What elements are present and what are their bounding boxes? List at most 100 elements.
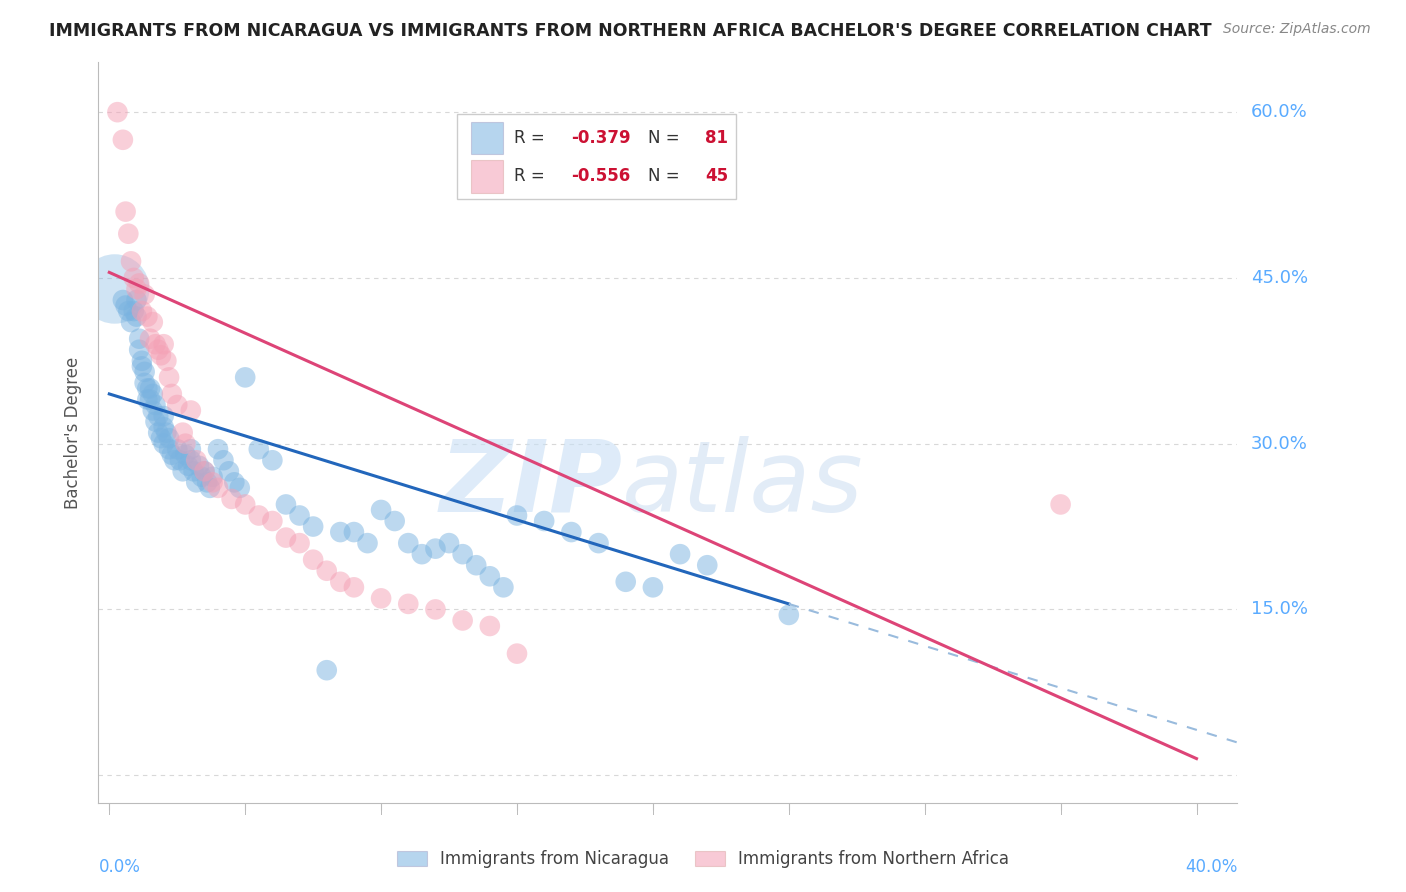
Point	[614, 574, 637, 589]
Point	[180, 442, 202, 457]
Point	[122, 304, 145, 318]
Point	[125, 293, 148, 307]
Legend: Immigrants from Nicaragua, Immigrants from Northern Africa: Immigrants from Nicaragua, Immigrants fr…	[391, 844, 1015, 875]
Point	[315, 564, 337, 578]
Text: -0.379: -0.379	[571, 129, 631, 147]
Point	[145, 337, 167, 351]
Point	[157, 370, 180, 384]
Point	[506, 508, 529, 523]
Text: 15.0%: 15.0%	[1251, 600, 1308, 618]
Point	[134, 365, 156, 379]
Point	[425, 541, 447, 556]
Point	[370, 503, 392, 517]
Point	[506, 647, 529, 661]
Point	[149, 348, 172, 362]
Point	[148, 343, 170, 357]
Point	[478, 619, 501, 633]
Point	[262, 514, 284, 528]
Point	[180, 403, 202, 417]
Point	[288, 508, 311, 523]
Point	[169, 453, 191, 467]
Point	[107, 105, 129, 120]
Point	[329, 524, 352, 539]
Point	[343, 580, 366, 594]
Point	[139, 381, 162, 395]
Text: 60.0%: 60.0%	[1251, 103, 1308, 121]
Point	[778, 607, 800, 622]
Text: ZIP: ZIP	[439, 436, 623, 533]
Point	[465, 558, 488, 573]
Point	[104, 282, 127, 296]
Point	[117, 227, 139, 241]
Bar	[471, 122, 503, 154]
Point	[201, 470, 224, 484]
Point	[145, 398, 167, 412]
Point	[315, 663, 337, 677]
Point	[166, 442, 188, 457]
Point	[193, 464, 215, 478]
Point	[177, 458, 200, 473]
Text: R =: R =	[515, 168, 550, 186]
Point	[247, 442, 270, 457]
Text: 40.0%: 40.0%	[1185, 858, 1237, 876]
Point	[136, 310, 159, 324]
Point	[437, 536, 460, 550]
FancyBboxPatch shape	[457, 114, 737, 200]
Point	[157, 442, 180, 457]
Point	[166, 398, 188, 412]
Point	[207, 481, 229, 495]
Point	[302, 552, 325, 566]
Point	[588, 536, 610, 550]
Point	[288, 536, 311, 550]
Point	[117, 304, 139, 318]
Text: Source: ZipAtlas.com: Source: ZipAtlas.com	[1223, 22, 1371, 37]
Point	[148, 425, 170, 440]
Point	[247, 508, 270, 523]
Point	[207, 442, 229, 457]
Text: 30.0%: 30.0%	[1251, 434, 1308, 452]
Point	[186, 475, 208, 490]
Point	[128, 343, 150, 357]
Point	[533, 514, 555, 528]
Point	[152, 409, 174, 423]
Point	[139, 392, 162, 407]
Point	[134, 376, 156, 390]
Text: N =: N =	[648, 129, 685, 147]
Point	[696, 558, 718, 573]
Point	[148, 409, 170, 423]
Point	[356, 536, 378, 550]
Point	[174, 436, 197, 450]
Text: 45: 45	[706, 168, 728, 186]
Point	[120, 254, 142, 268]
Point	[120, 315, 142, 329]
Point	[218, 464, 240, 478]
Point	[641, 580, 664, 594]
Point	[370, 591, 392, 606]
Point	[396, 536, 419, 550]
Point	[411, 547, 433, 561]
Point	[111, 293, 134, 307]
Point	[145, 415, 167, 429]
Point	[262, 453, 284, 467]
Point	[451, 614, 474, 628]
Point	[425, 602, 447, 616]
Point	[155, 425, 177, 440]
Point	[233, 498, 256, 512]
Point	[152, 436, 174, 450]
Point	[302, 519, 325, 533]
Point	[174, 448, 197, 462]
Point	[131, 359, 153, 374]
Point	[136, 392, 159, 407]
Point	[195, 475, 218, 490]
Point	[149, 431, 172, 445]
Point	[274, 498, 297, 512]
Point	[122, 271, 145, 285]
Point	[128, 332, 150, 346]
Point	[669, 547, 692, 561]
Point	[136, 381, 159, 395]
Point	[142, 403, 165, 417]
Point	[152, 337, 174, 351]
Text: -0.556: -0.556	[571, 168, 630, 186]
Text: IMMIGRANTS FROM NICARAGUA VS IMMIGRANTS FROM NORTHERN AFRICA BACHELOR'S DEGREE C: IMMIGRANTS FROM NICARAGUA VS IMMIGRANTS …	[49, 22, 1212, 40]
Point	[128, 277, 150, 291]
